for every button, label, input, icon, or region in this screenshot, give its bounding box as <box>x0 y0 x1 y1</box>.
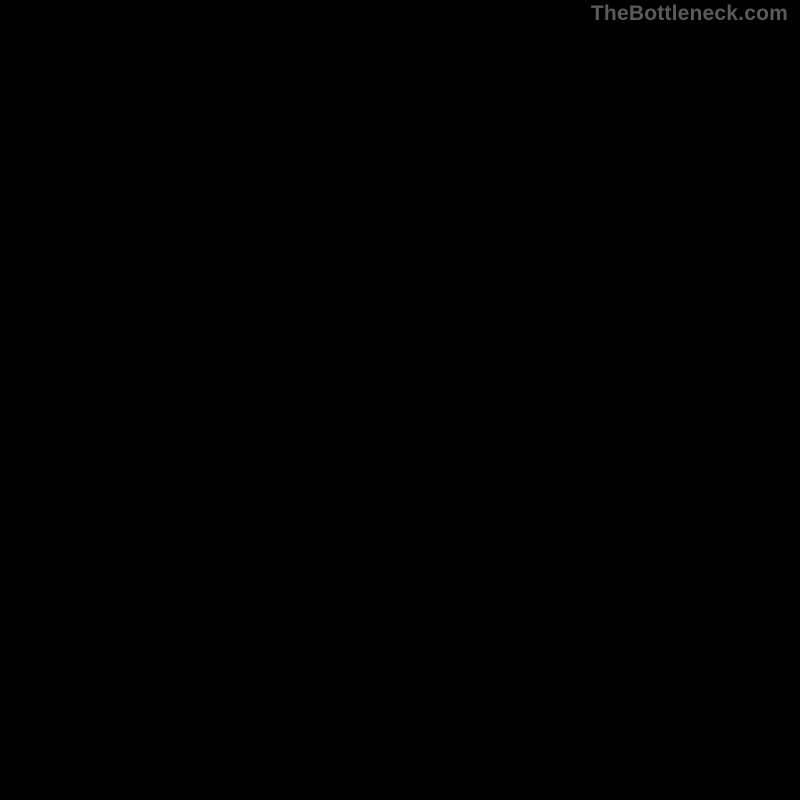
outer-frame <box>0 0 800 800</box>
watermark-text: TheBottleneck.com <box>591 2 788 26</box>
